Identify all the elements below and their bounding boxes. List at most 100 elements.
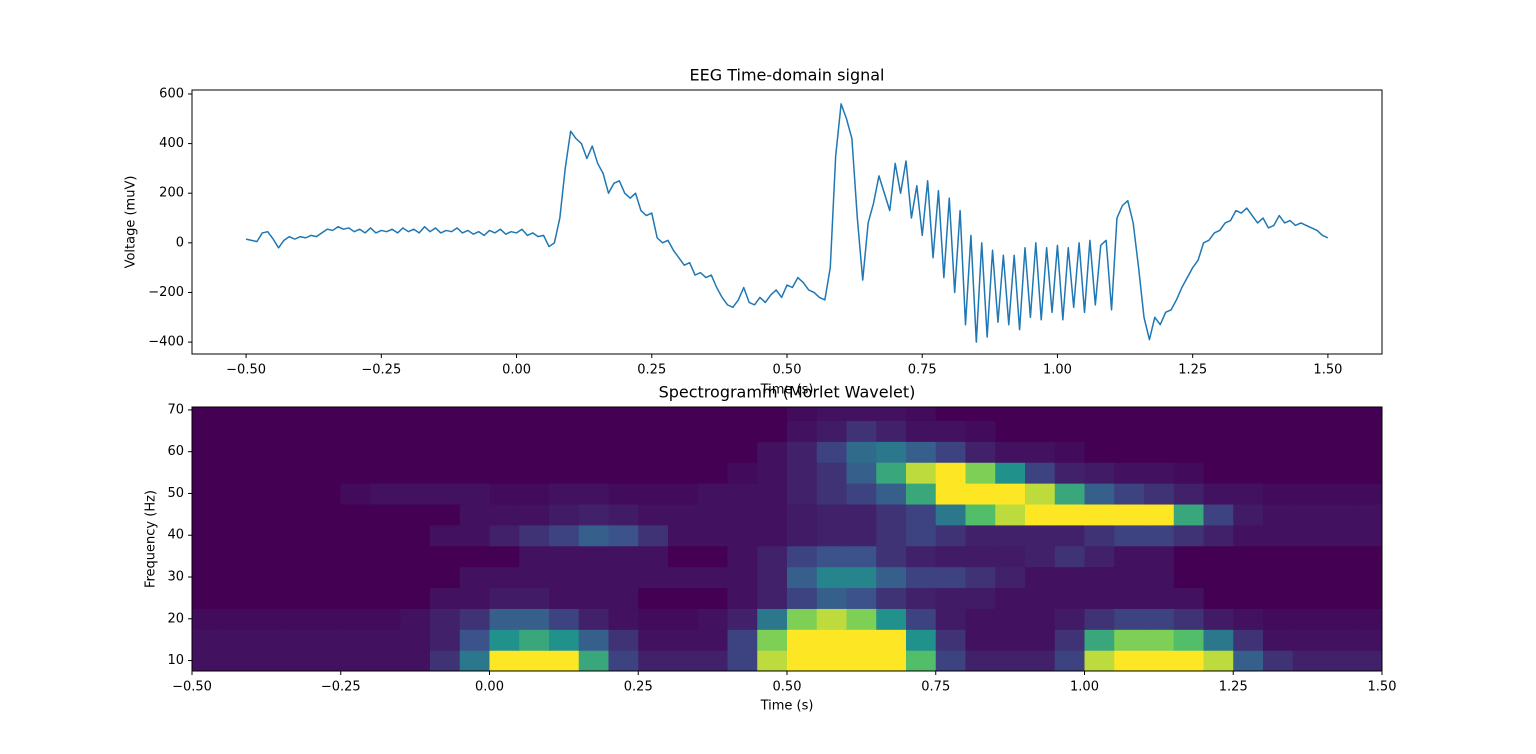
heatmap-cell	[965, 441, 996, 463]
heatmap-cell	[1292, 650, 1324, 671]
heatmap-cell	[1114, 524, 1145, 547]
heatmap-cell	[430, 483, 461, 505]
heatmap-cell	[697, 407, 729, 421]
x-tick-label: −0.50	[226, 363, 266, 378]
heatmap-cell	[251, 407, 282, 421]
heatmap-cell	[1025, 629, 1056, 651]
heatmap-cell	[697, 420, 729, 442]
heatmap-cell	[1173, 545, 1205, 568]
heatmap-cell	[995, 483, 1026, 505]
heatmap-cell	[192, 441, 223, 463]
heatmap-cell	[1144, 524, 1175, 547]
heatmap-cell	[340, 650, 372, 671]
heatmap-cell	[1203, 407, 1234, 421]
heatmap-cell	[1322, 503, 1353, 526]
heatmap-cell	[787, 407, 818, 421]
heatmap-cell	[489, 587, 520, 609]
heatmap-cell	[876, 608, 907, 630]
x-tick-label: 1.50	[1313, 363, 1342, 378]
heatmap-cell	[430, 462, 461, 484]
heatmap-cell	[430, 545, 461, 568]
heatmap-cell	[757, 407, 788, 421]
heatmap-cell	[489, 441, 520, 463]
heatmap-cell	[935, 629, 967, 651]
heatmap-cell	[876, 503, 907, 526]
heatmap-cell	[192, 650, 223, 671]
heatmap-cell	[221, 545, 253, 568]
heatmap-cell	[400, 441, 431, 463]
heatmap-cell	[757, 503, 788, 526]
heatmap-cell	[519, 566, 550, 589]
heatmap-cell	[1114, 587, 1145, 609]
heatmap-cell	[638, 462, 669, 484]
heatmap-cell	[608, 587, 639, 609]
heatmap-cell	[816, 441, 848, 463]
heatmap-cell	[1114, 503, 1145, 526]
heatmap-cell	[578, 608, 610, 630]
heatmap-cell	[251, 503, 282, 526]
heatmap-cell	[935, 483, 967, 505]
heatmap-cell	[1054, 462, 1086, 484]
heatmap-cell	[281, 441, 312, 463]
x-tick-label: 0.25	[637, 363, 666, 378]
heatmap-cell	[787, 483, 818, 505]
heatmap-cell	[608, 420, 639, 442]
heatmap-cell	[906, 441, 937, 463]
heatmap-cell	[1054, 483, 1086, 505]
heatmap-cell	[430, 441, 461, 463]
heatmap-cell	[1025, 608, 1056, 630]
heatmap-cell	[876, 629, 907, 651]
heatmap-cell	[281, 503, 312, 526]
heatmap-cell	[519, 587, 550, 609]
heatmap-cell	[1352, 441, 1382, 463]
heatmap-cell	[697, 483, 729, 505]
heatmap-cell	[965, 629, 996, 651]
heatmap-cell	[578, 483, 610, 505]
heatmap-cell	[816, 483, 848, 505]
heatmap-cell	[965, 420, 996, 442]
heatmap-cell	[1144, 566, 1175, 589]
heatmap-cell	[519, 441, 550, 463]
heatmap-cell	[459, 545, 491, 568]
heatmap-cell	[340, 545, 372, 568]
heatmap-cell	[727, 483, 758, 505]
heatmap-cell	[370, 407, 401, 421]
heatmap-cell	[400, 650, 431, 671]
heatmap-cell	[727, 441, 758, 463]
heatmap-cell	[311, 566, 342, 589]
y-tick-label: −200	[148, 285, 184, 300]
heatmap-cell	[727, 420, 758, 442]
heatmap-cell	[638, 420, 669, 442]
heatmap-cell	[1084, 503, 1115, 526]
heatmap-cell	[1203, 441, 1234, 463]
heatmap-cell	[846, 503, 877, 526]
heatmap-cell	[1263, 503, 1294, 526]
heatmap-cell	[876, 650, 907, 671]
heatmap-cell	[192, 587, 223, 609]
heatmap-cell	[489, 608, 520, 630]
heatmap-cell	[192, 566, 223, 589]
heatmap-cell	[965, 483, 996, 505]
heatmap-cell	[459, 420, 491, 442]
heatmap-cell	[370, 629, 401, 651]
x-tick-label: 0.00	[502, 363, 531, 378]
heatmap-cell	[906, 462, 937, 484]
heatmap-cell	[1114, 608, 1145, 630]
heatmap-cell	[995, 524, 1026, 547]
heatmap-cell	[578, 524, 610, 547]
heatmap-cell	[400, 524, 431, 547]
heatmap-cell	[727, 587, 758, 609]
heatmap-cell	[668, 420, 699, 442]
heatmap-cell	[995, 441, 1026, 463]
heatmap-cell	[906, 483, 937, 505]
heatmap-cell	[1084, 420, 1115, 442]
heatmap-cell	[1025, 650, 1056, 671]
heatmap-cell	[370, 420, 401, 442]
heatmap-cell	[876, 441, 907, 463]
heatmap-cell	[251, 483, 282, 505]
heatmap-cell	[1233, 629, 1264, 651]
x-tick-label: 1.00	[1070, 680, 1099, 695]
heatmap-cell	[1203, 650, 1234, 671]
heatmap-cell	[1144, 587, 1175, 609]
y-tick-label: 200	[159, 186, 184, 201]
